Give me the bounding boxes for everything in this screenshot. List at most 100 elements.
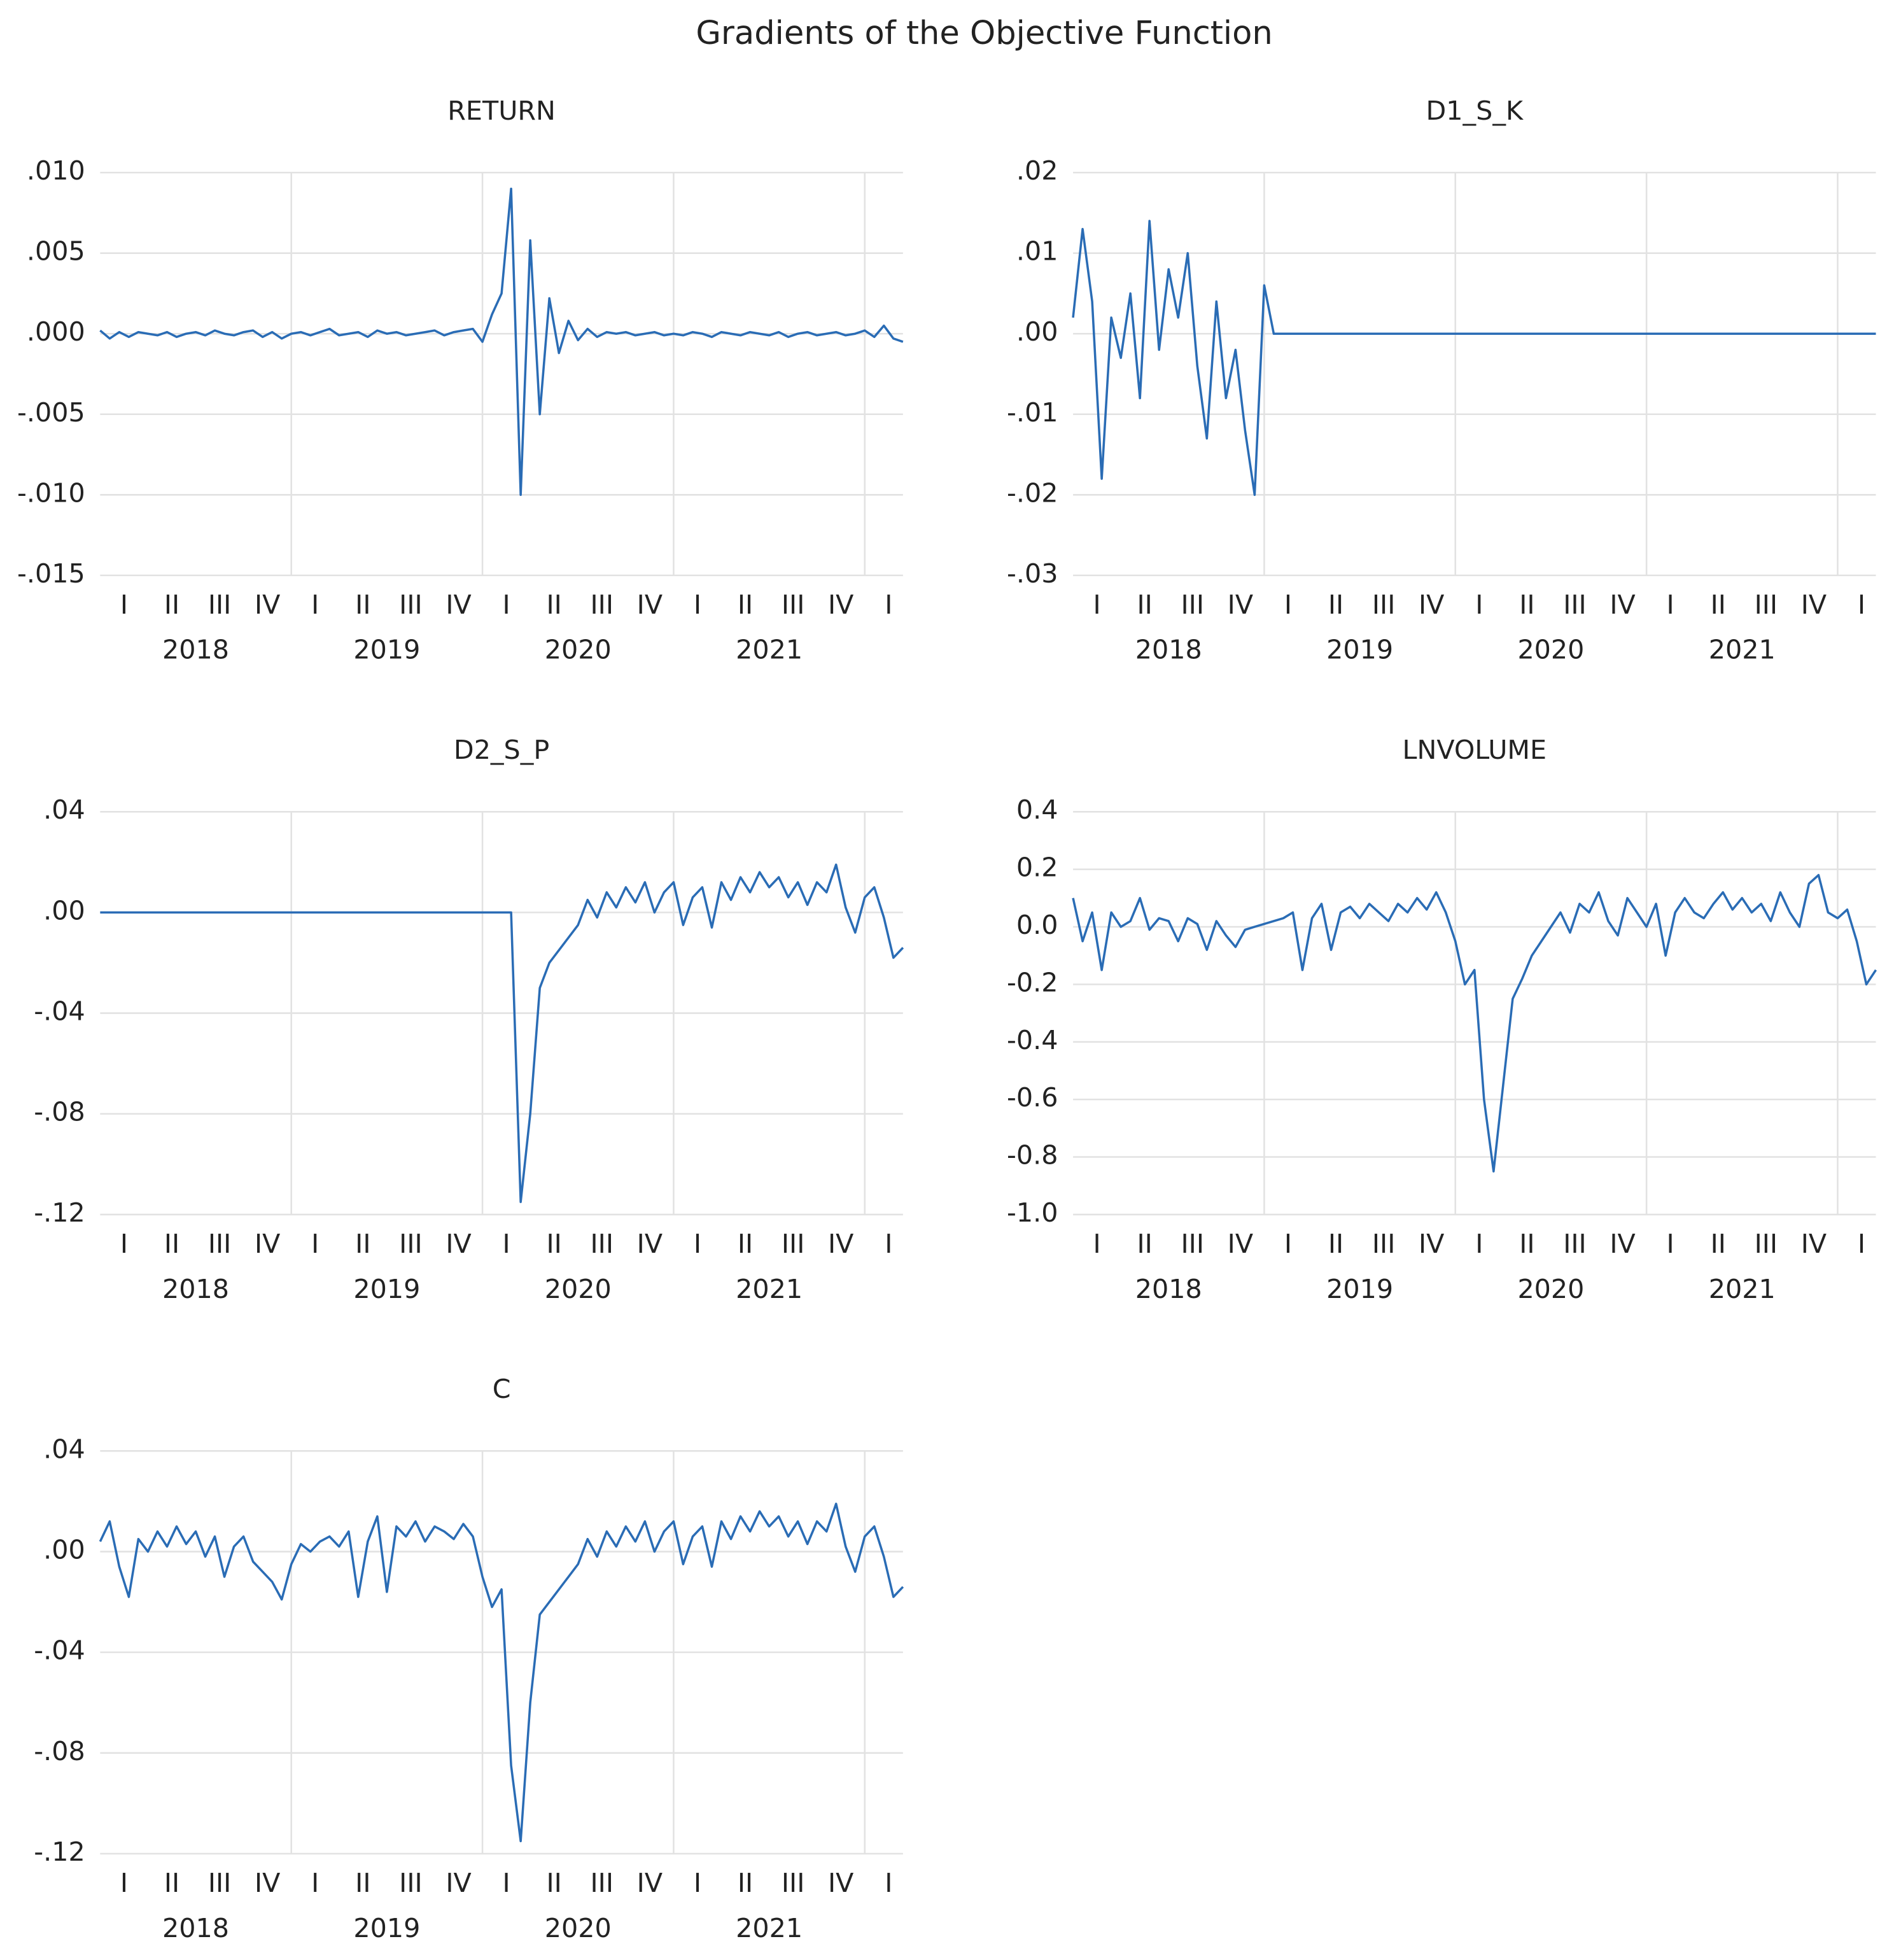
x-tick-label: III bbox=[1755, 589, 1778, 620]
x-tick-label: IV bbox=[1228, 589, 1253, 620]
x-tick-label: II bbox=[355, 589, 370, 620]
x-tick-label: I bbox=[120, 1229, 128, 1259]
x-tick-label: IV bbox=[445, 1868, 471, 1898]
y-tick-label: .00 bbox=[1016, 316, 1058, 347]
y-tick-label: .00 bbox=[43, 1534, 85, 1565]
x-tick-label: II bbox=[738, 1868, 753, 1898]
year-label: 2018 bbox=[162, 1274, 229, 1304]
y-tick-label: -.08 bbox=[34, 1097, 85, 1127]
data-line bbox=[1072, 873, 1877, 1173]
x-tick-label: I bbox=[1858, 589, 1865, 620]
x-tick-label: IV bbox=[828, 1868, 853, 1898]
x-tick-label: IV bbox=[1228, 1229, 1253, 1259]
y-tick-label: -.08 bbox=[34, 1736, 85, 1766]
y-tick-label: -.01 bbox=[1007, 397, 1058, 428]
x-tick-label: I bbox=[1667, 1229, 1674, 1259]
x-tick-label: II bbox=[547, 589, 562, 620]
panel-title: LNVOLUME bbox=[1403, 735, 1547, 765]
figure-title: Gradients of the Objective Function bbox=[696, 15, 1272, 52]
x-tick-label: I bbox=[1284, 1229, 1292, 1259]
year-label: 2020 bbox=[545, 635, 612, 665]
x-tick-label: I bbox=[885, 1868, 892, 1898]
year-label: 2018 bbox=[1135, 1274, 1202, 1304]
x-tick-label: IV bbox=[255, 1868, 280, 1898]
x-tick-label: II bbox=[1711, 589, 1726, 620]
x-tick-label: I bbox=[503, 589, 510, 620]
y-tick-label: .010 bbox=[27, 155, 85, 186]
y-tick-label: .04 bbox=[43, 794, 85, 825]
x-tick-label: II bbox=[1328, 589, 1343, 620]
data-line bbox=[99, 1502, 904, 1842]
x-tick-label: II bbox=[547, 1229, 562, 1259]
x-tick-label: I bbox=[1667, 589, 1674, 620]
year-label: 2020 bbox=[1517, 635, 1584, 665]
x-tick-label: I bbox=[694, 1868, 701, 1898]
x-tick-label: III bbox=[782, 1868, 804, 1898]
x-tick-label: II bbox=[164, 589, 179, 620]
x-tick-label: II bbox=[1328, 1229, 1343, 1259]
x-tick-label: III bbox=[399, 1868, 423, 1898]
year-label: 2020 bbox=[1517, 1274, 1584, 1304]
x-tick-label: III bbox=[591, 1868, 614, 1898]
y-tick-label: -.12 bbox=[34, 1837, 85, 1867]
x-tick-label: I bbox=[1093, 589, 1101, 620]
x-tick-label: IV bbox=[1419, 1229, 1444, 1259]
x-tick-label: I bbox=[694, 1229, 701, 1259]
x-tick-label: II bbox=[1519, 1229, 1534, 1259]
y-tick-label: -.010 bbox=[17, 477, 85, 508]
y-tick-label: -.015 bbox=[17, 558, 85, 589]
data-line bbox=[100, 863, 904, 1203]
x-tick-label: I bbox=[1858, 1229, 1865, 1259]
x-tick-label: I bbox=[1475, 589, 1483, 620]
panel-title: RETURN bbox=[447, 95, 556, 126]
x-tick-label: III bbox=[208, 589, 232, 620]
x-tick-label: II bbox=[355, 1868, 370, 1898]
year-label: 2019 bbox=[353, 635, 420, 665]
y-tick-label: -.04 bbox=[34, 1635, 85, 1666]
x-tick-label: IV bbox=[1419, 589, 1444, 620]
year-label: 2021 bbox=[1709, 635, 1776, 665]
x-tick-label: III bbox=[782, 589, 804, 620]
x-tick-label: III bbox=[1181, 589, 1205, 620]
y-tick-label: .02 bbox=[1016, 155, 1058, 186]
x-tick-label: IV bbox=[637, 1868, 663, 1898]
x-tick-label: IV bbox=[828, 1229, 853, 1259]
x-tick-label: III bbox=[782, 1229, 804, 1259]
x-tick-label: I bbox=[311, 1868, 319, 1898]
x-tick-label: II bbox=[1137, 589, 1153, 620]
year-label: 2021 bbox=[736, 635, 803, 665]
x-tick-label: I bbox=[120, 1868, 128, 1898]
panel-title: C bbox=[493, 1374, 511, 1404]
year-label: 2019 bbox=[1326, 635, 1393, 665]
x-tick-label: II bbox=[164, 1868, 179, 1898]
y-tick-label: 0.0 bbox=[1016, 910, 1058, 940]
x-tick-label: IV bbox=[637, 589, 663, 620]
y-tick-label: .005 bbox=[27, 236, 85, 267]
x-tick-label: III bbox=[1563, 589, 1587, 620]
panel-title: D1_S_K bbox=[1426, 95, 1524, 126]
x-tick-label: III bbox=[399, 1229, 423, 1259]
x-tick-label: IV bbox=[1610, 589, 1635, 620]
x-tick-label: II bbox=[1137, 1229, 1153, 1259]
x-tick-label: IV bbox=[255, 1229, 280, 1259]
x-tick-label: IV bbox=[445, 1229, 471, 1259]
year-label: 2021 bbox=[736, 1913, 803, 1943]
y-tick-label: .00 bbox=[43, 895, 85, 926]
y-tick-label: -0.6 bbox=[1007, 1082, 1058, 1113]
x-tick-label: III bbox=[1372, 1229, 1396, 1259]
x-tick-label: III bbox=[591, 1229, 614, 1259]
y-tick-label: .01 bbox=[1016, 236, 1058, 267]
year-label: 2019 bbox=[353, 1913, 420, 1943]
year-label: 2021 bbox=[736, 1274, 803, 1304]
x-tick-label: III bbox=[1181, 1229, 1205, 1259]
year-label: 2019 bbox=[353, 1274, 420, 1304]
x-tick-label: IV bbox=[1801, 1229, 1827, 1259]
x-tick-label: I bbox=[1284, 589, 1292, 620]
y-tick-label: -.005 bbox=[17, 397, 85, 428]
x-tick-label: IV bbox=[828, 589, 853, 620]
data-line bbox=[1072, 220, 1876, 497]
x-tick-label: IV bbox=[1610, 1229, 1635, 1259]
